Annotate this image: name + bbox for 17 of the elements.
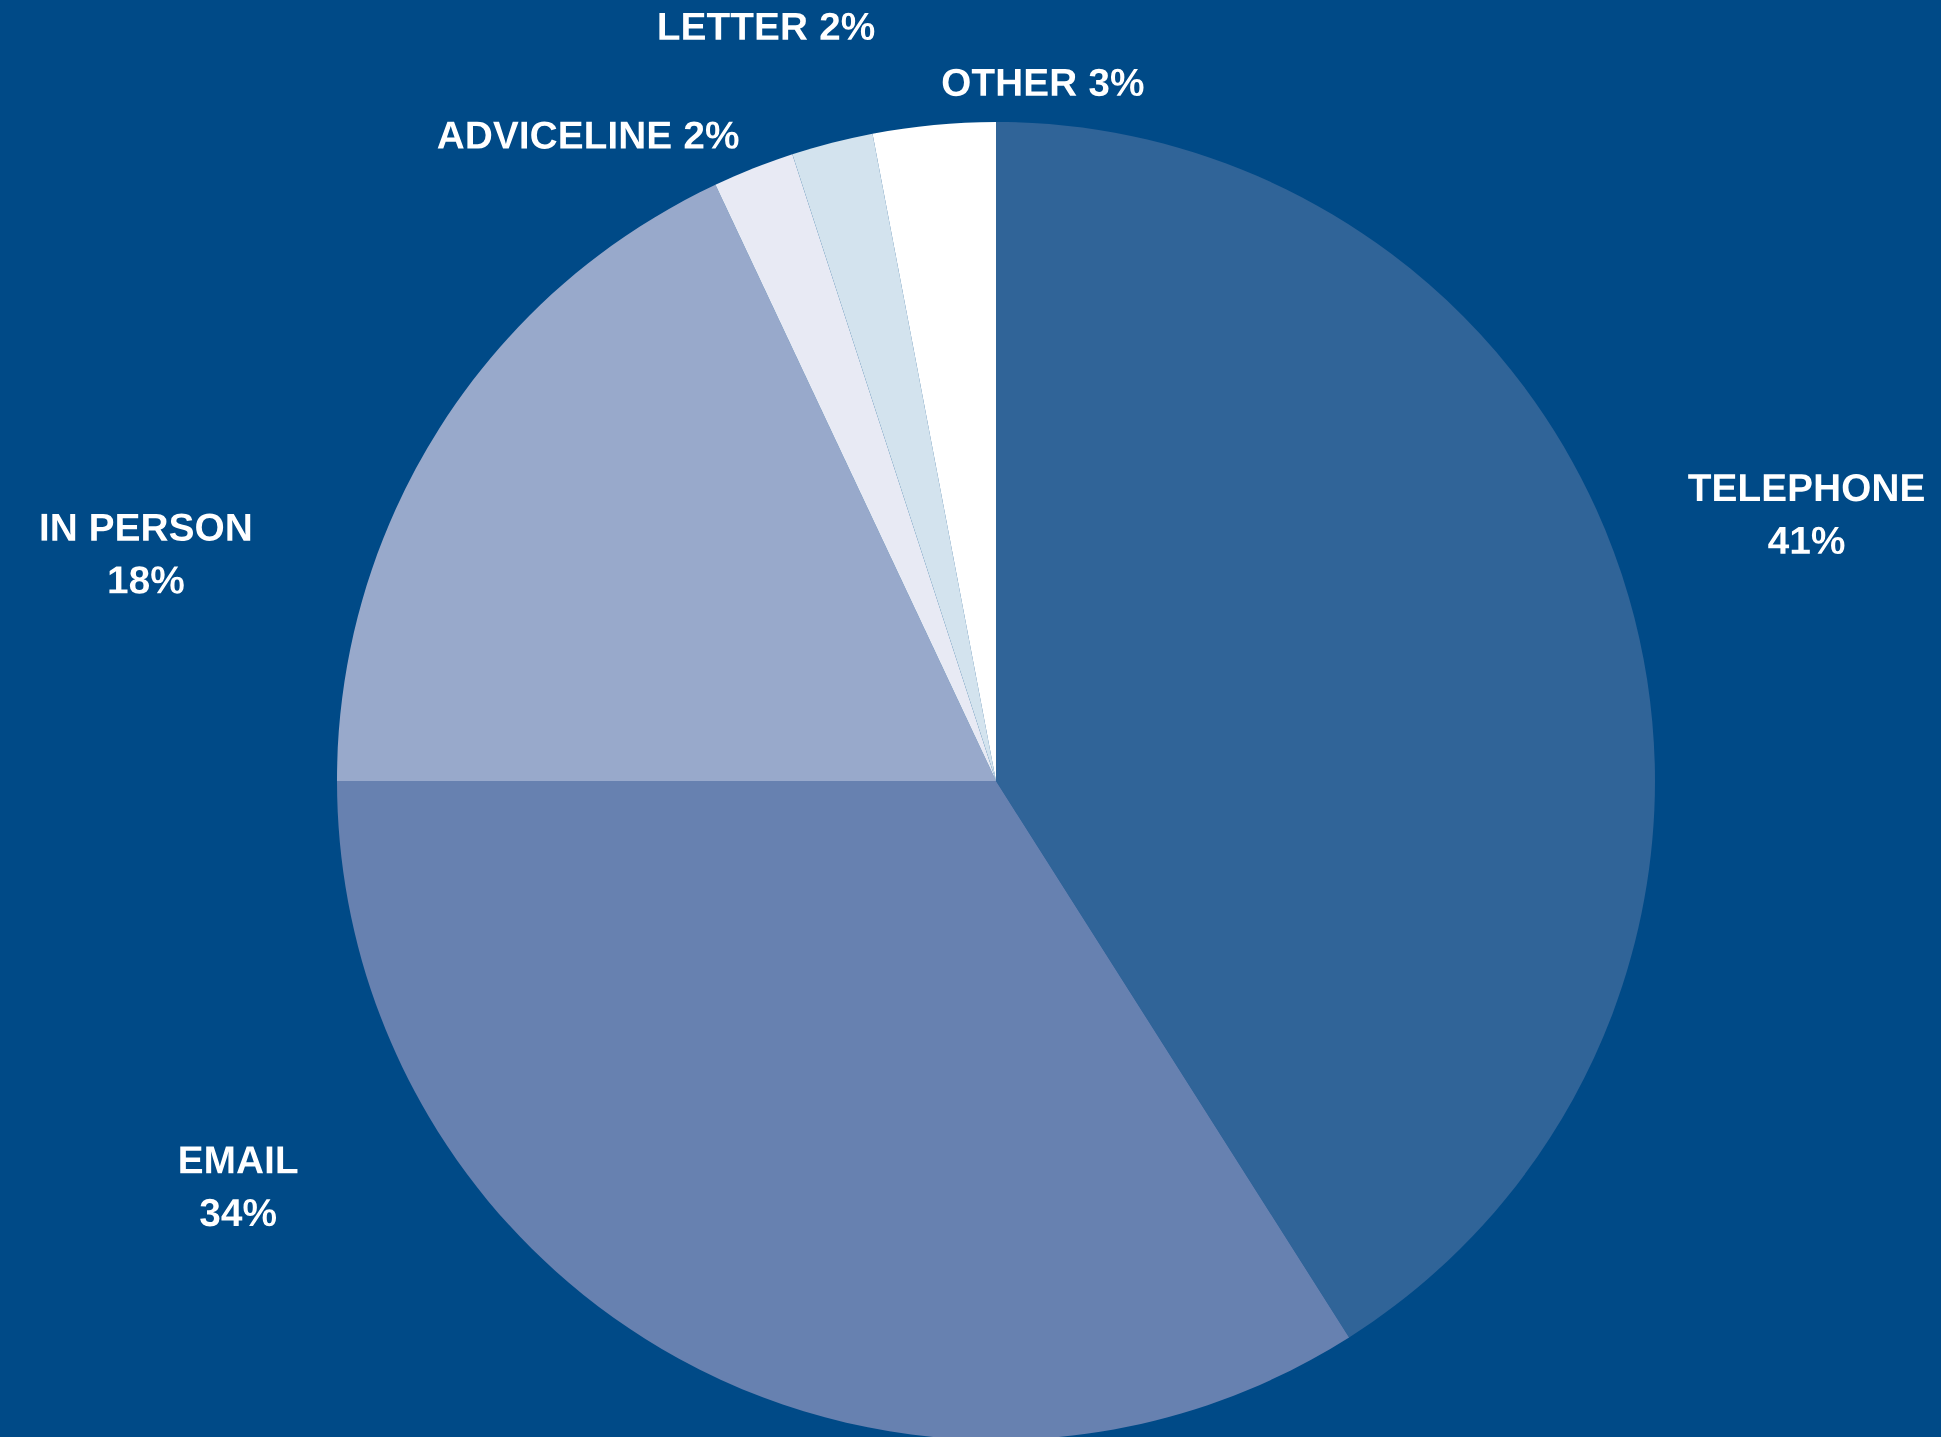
data-label: 18% xyxy=(109,566,184,594)
data-label: 34% xyxy=(200,1198,277,1227)
pie-slice xyxy=(337,184,996,781)
slice-label: ADVICELINE xyxy=(437,121,671,149)
data-label: 2% xyxy=(820,12,875,41)
pie-slice xyxy=(337,781,1350,1437)
pie-slice xyxy=(792,133,996,781)
slice-label: OTHER xyxy=(942,68,1077,97)
slice-label: LETTER xyxy=(659,13,808,40)
slice-label: EMAIL xyxy=(180,1146,298,1174)
slice-label: IN PERSON xyxy=(41,513,251,542)
data-label: 41% xyxy=(1768,526,1845,555)
pie-slice xyxy=(715,154,996,781)
data-label: 3% xyxy=(1089,68,1144,97)
data-label: 2% xyxy=(684,121,739,149)
slice-label: TELEPHONE xyxy=(1688,473,1924,502)
pie-slice xyxy=(872,122,996,781)
